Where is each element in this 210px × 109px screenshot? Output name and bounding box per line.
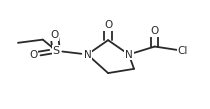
Text: O: O — [104, 20, 112, 30]
Text: S: S — [53, 46, 60, 56]
Text: O: O — [29, 49, 38, 60]
Text: O: O — [50, 30, 58, 40]
Text: N: N — [125, 49, 133, 60]
Text: N: N — [84, 49, 91, 60]
Text: Cl: Cl — [177, 46, 188, 56]
Text: O: O — [151, 26, 159, 36]
